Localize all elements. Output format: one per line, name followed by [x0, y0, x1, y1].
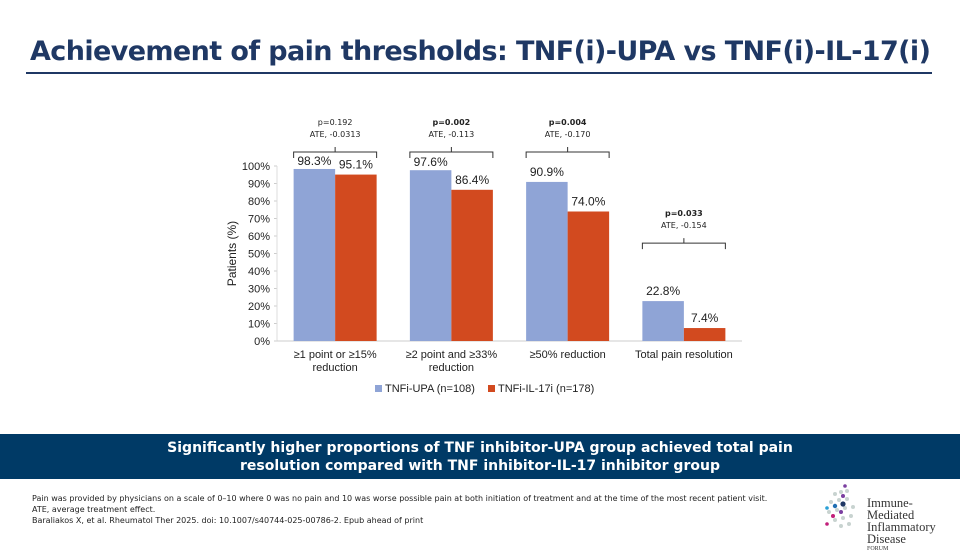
y-tick-label: 60% — [248, 231, 270, 243]
logo-line-2: Inflammatory Disease — [867, 520, 936, 546]
significance-bracket — [293, 147, 378, 158]
data-label: 22.8% — [646, 284, 680, 298]
title-divider — [26, 72, 932, 74]
ate-value: ATE, -0.0313 — [310, 130, 361, 139]
banner-line-1: Significantly higher proportions of TNF … — [167, 440, 793, 456]
y-axis-title: Patients (%) — [225, 221, 239, 286]
footnotes: Pain was provided by physicians on a sca… — [32, 493, 767, 526]
x-tick-label: Total pain resolution — [635, 349, 733, 361]
y-tick-label: 80% — [248, 196, 270, 208]
y-tick-label: 100% — [242, 161, 270, 173]
bar-tnfi-upa — [293, 168, 336, 341]
footnote: ATE, average treatment effect. — [32, 505, 156, 514]
ate-value: ATE, -0.170 — [545, 130, 591, 139]
significance-bracket — [525, 147, 610, 158]
x-tick-label: ≥1 point or ≥15% — [294, 349, 377, 361]
banner-line-2: resolution compared with TNF inhibitor-I… — [240, 458, 720, 474]
data-label: 98.3% — [297, 154, 331, 168]
bar-tnfi-il17i — [451, 189, 493, 341]
footnote: Pain was provided by physicians on a sca… — [32, 494, 768, 503]
y-tick-label: 20% — [248, 301, 270, 313]
legend-swatch — [488, 385, 495, 392]
x-tick-label: ≥2 point and ≥33% — [406, 349, 498, 361]
ate-value: ATE, -0.113 — [429, 130, 475, 139]
y-tick-label: 0% — [254, 336, 270, 348]
legend-label: TNFi-IL-17i (n=178) — [498, 383, 594, 395]
logo-line-3: FORUM — [867, 546, 889, 552]
legend-label: TNFi-UPA (n=108) — [385, 383, 475, 395]
significance-bracket — [409, 147, 494, 158]
p-value: p=0.033 — [665, 209, 703, 218]
conclusion-banner: Significantly higher proportions of TNF … — [0, 434, 960, 479]
y-tick-label: 40% — [248, 266, 270, 278]
data-label: 97.6% — [414, 155, 448, 169]
significance-bracket — [641, 238, 726, 250]
bar-tnfi-upa — [409, 170, 452, 341]
p-value: p=0.192 — [318, 118, 353, 127]
legend-swatch — [375, 385, 382, 392]
x-tick-label: reduction — [312, 362, 357, 374]
y-tick-label: 90% — [248, 179, 270, 191]
y-tick-label: 10% — [248, 319, 270, 331]
bar-tnfi-upa — [526, 181, 568, 341]
bar-tnfi-il17i — [567, 211, 610, 341]
bar-chart: 0% 10% 20% 30% 40% 50% 60% 70% 80% 90% 100% Patient… — [225, 118, 742, 395]
data-label: 86.4% — [455, 173, 489, 187]
x-tick-label: reduction — [429, 362, 474, 374]
p-value: p=0.004 — [549, 118, 587, 127]
bar-tnfi-upa — [642, 301, 684, 341]
y-tick-label: 50% — [248, 249, 270, 261]
logo-dots-icon — [825, 484, 855, 528]
data-label: 7.4% — [691, 311, 719, 325]
bar-tnfi-il17i — [683, 328, 726, 341]
x-tick-label: ≥50% reduction — [529, 349, 605, 361]
data-label: 95.1% — [339, 158, 373, 172]
data-label: 74.0% — [571, 195, 605, 209]
ate-value: ATE, -0.154 — [661, 221, 707, 230]
page-title: Achievement of pain thresholds: TNF(i)-U… — [30, 36, 931, 67]
logo-line-1: Immune-Mediated — [867, 496, 915, 522]
bar-tnfi-il17i — [335, 174, 377, 341]
y-tick-label: 70% — [248, 214, 270, 226]
forum-logo: Immune-Mediated Inflammatory Disease FOR… — [815, 480, 955, 552]
y-tick-label: 30% — [248, 284, 270, 296]
footnote: Baraliakos X, et al. Rheumatol Ther 2025… — [32, 516, 424, 525]
data-label: 90.9% — [530, 165, 564, 179]
p-value: p=0.002 — [433, 118, 471, 127]
